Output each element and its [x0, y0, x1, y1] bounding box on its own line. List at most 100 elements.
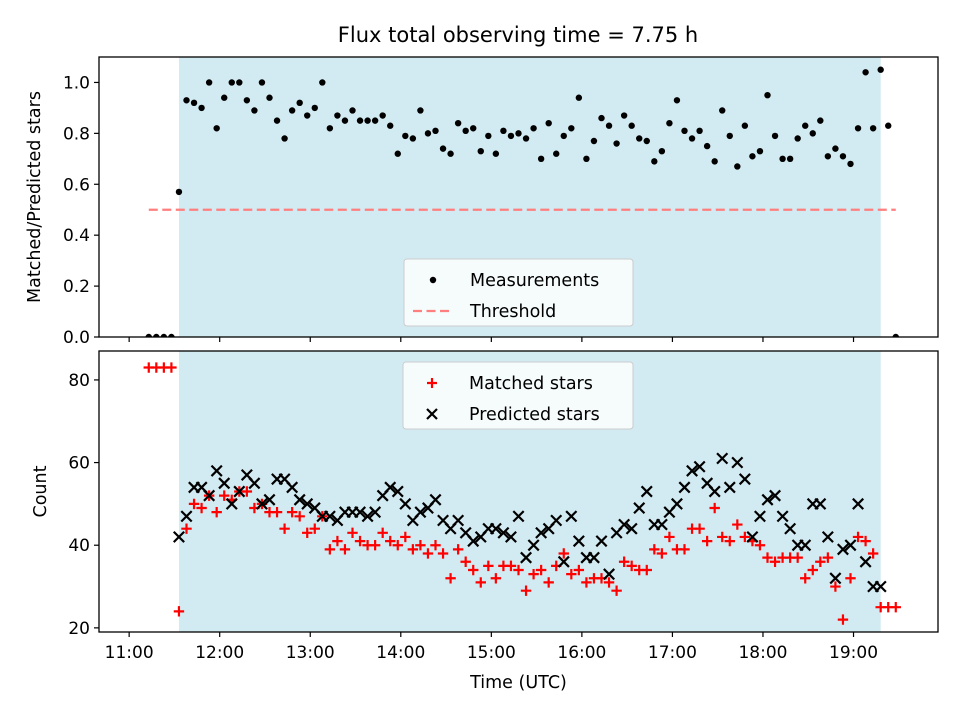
measurement-point — [432, 127, 439, 135]
measurement-point — [885, 122, 892, 129]
measurement-point — [802, 122, 809, 129]
x-tick-label: 11:00 — [105, 643, 154, 663]
predicted-star-point — [587, 551, 600, 564]
matched-star-point — [611, 585, 622, 596]
predicted-star-point — [761, 493, 774, 506]
matched-star-point — [483, 560, 494, 572]
measurement-point — [590, 137, 598, 145]
matched-star-point — [211, 506, 222, 518]
measurement-point — [424, 130, 432, 137]
predicted-star-point — [859, 555, 872, 568]
matched-star-point — [173, 606, 185, 617]
predicted-star-point — [452, 514, 465, 527]
legend: Measurements Threshold — [403, 258, 634, 327]
matched-star-point — [581, 577, 592, 588]
matched-star-point — [400, 531, 411, 543]
matched-star-point — [822, 552, 834, 563]
measurement-point — [477, 147, 484, 155]
measurement-point — [726, 132, 733, 140]
measurement-point — [153, 333, 160, 337]
matched-star-point — [468, 564, 479, 576]
predicted-star-point — [625, 522, 638, 535]
matched-star-point — [302, 527, 313, 539]
predicted-star-point — [233, 485, 246, 498]
measurement-point — [817, 117, 824, 124]
predicted-star-point — [535, 526, 548, 539]
measurement-point — [703, 142, 711, 150]
measurement-point — [666, 119, 673, 127]
matched-star-point — [679, 544, 690, 555]
matched-star-point — [407, 544, 419, 555]
legend-label: Measurements — [470, 271, 599, 291]
measurement-point — [402, 132, 409, 140]
measurement-point — [847, 160, 854, 168]
measurement-point — [349, 107, 356, 114]
matched-star-point — [732, 519, 743, 530]
matched-star-point — [490, 573, 502, 584]
predicted-star-point — [467, 535, 480, 548]
predicted-star-point — [248, 477, 261, 490]
measurement-point — [779, 155, 786, 163]
measurement-point — [711, 158, 718, 165]
matched-star-point — [339, 544, 351, 555]
measurement-point — [190, 99, 198, 107]
predicted-star-point — [210, 464, 223, 477]
matched-star-point — [422, 548, 434, 559]
predicted-star-point — [852, 497, 865, 510]
matched-star-point — [739, 531, 751, 543]
measurement-point — [741, 122, 749, 129]
measurement-point — [854, 125, 862, 132]
measurement-point — [696, 127, 703, 135]
measurement-point — [266, 94, 273, 101]
legend: Matched stars Predicted stars — [402, 361, 634, 430]
measurement-point — [688, 135, 696, 142]
predicted-star-point — [263, 493, 276, 506]
measurement-point — [371, 117, 379, 124]
measurement-point — [409, 135, 417, 142]
measurement-point — [243, 97, 251, 104]
predicted-star-point — [384, 481, 397, 494]
predicted-star-point — [603, 568, 616, 581]
measurement-point — [492, 150, 500, 157]
predicted-star-point — [821, 530, 834, 543]
y-tick-label: 0.4 — [63, 226, 90, 246]
measurement-point — [553, 150, 560, 157]
matched-star-point — [573, 564, 585, 576]
predicted-star-point — [618, 518, 631, 531]
predicted-star-point — [874, 580, 887, 593]
y-axis-label: Matched/Predicted stars — [25, 91, 45, 303]
predicted-star-point — [504, 530, 517, 543]
measurement-point — [636, 135, 643, 142]
legend-label: Predicted stars — [469, 405, 600, 425]
matched-star-point — [460, 556, 471, 567]
x-tick-label: 15:00 — [467, 643, 516, 663]
measurement-point — [145, 333, 152, 337]
matched-star-point — [369, 540, 381, 551]
matched-star-point — [641, 564, 652, 576]
predicted-star-point — [723, 481, 736, 494]
predicted-star-point — [527, 539, 540, 552]
matched-star-point — [762, 552, 773, 563]
matched-star-point — [664, 531, 675, 543]
predicted-star-point — [557, 555, 570, 568]
matched-star-point — [452, 544, 464, 555]
predicted-star-point — [497, 526, 510, 539]
matched-star-point — [618, 556, 630, 567]
measurement-point — [319, 79, 326, 86]
legend-box — [403, 258, 634, 327]
predicted-star-point — [489, 522, 502, 535]
matched-star-point — [385, 535, 396, 547]
y-tick-label: 40 — [68, 536, 90, 556]
measurement-point — [734, 163, 741, 170]
y-axis-label: Count — [31, 465, 51, 517]
matched-star-point — [815, 556, 826, 567]
measurement-point — [296, 99, 303, 107]
measurement-point — [862, 69, 869, 76]
measurement-point — [673, 97, 681, 104]
measurement-point — [334, 112, 341, 119]
x-tick-label: 13:00 — [286, 643, 335, 663]
measurement-point — [620, 112, 628, 119]
matched-star-point — [415, 540, 426, 551]
measurement-point — [877, 66, 884, 73]
measurement-point — [771, 132, 779, 140]
